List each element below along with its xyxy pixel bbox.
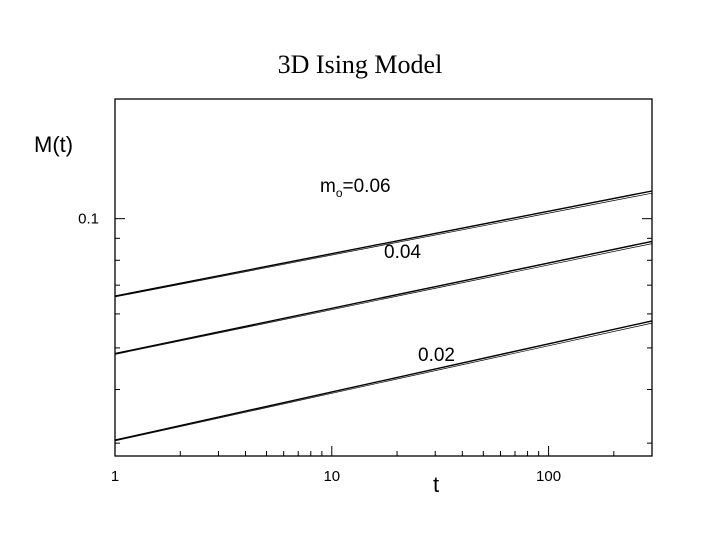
series-line-2-overlay [114, 243, 653, 355]
ticks-layer: 1 10 100 0.1 [78, 211, 653, 485]
plot-frame [114, 98, 653, 457]
series-label-2: 0.04 [384, 242, 421, 263]
labels-layer: mo=0.06 0.04 0.02 [320, 176, 455, 366]
series-label-value: 0.04 [384, 242, 421, 263]
series-label-value: =0.06 [343, 176, 391, 197]
x-tick-label: 10 [323, 468, 340, 485]
slide-title: 3D Ising Model [277, 50, 443, 79]
x-axis-label: t [433, 472, 439, 497]
series-layer [114, 190, 653, 442]
series-line-1 [114, 190, 653, 297]
x-tick-label: 1 [111, 468, 119, 485]
series-line-2 [114, 240, 653, 355]
series-line-1-overlay [114, 192, 653, 298]
y-axis-label: M(t) [34, 132, 73, 157]
series-line-3 [114, 320, 653, 441]
series-label-sub: o [336, 186, 343, 200]
series-label-main: m [320, 176, 336, 197]
series-label-1: mo=0.06 [320, 176, 391, 200]
series-line-3-overlay [114, 322, 653, 442]
series-label-value: 0.02 [418, 345, 455, 366]
y-tick-label: 0.1 [78, 211, 99, 228]
series-label-3: 0.02 [418, 345, 455, 366]
x-tick-label: 100 [536, 468, 561, 485]
